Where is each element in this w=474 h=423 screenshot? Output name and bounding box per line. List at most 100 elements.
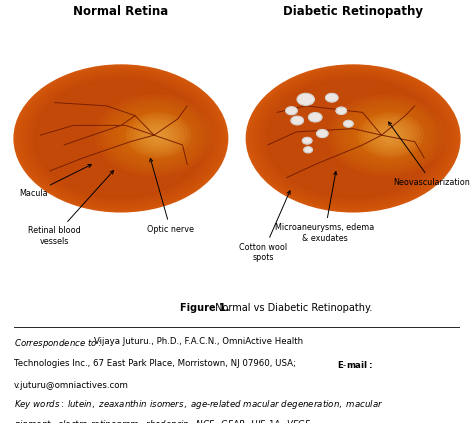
Circle shape	[260, 74, 447, 203]
Circle shape	[146, 129, 162, 141]
Circle shape	[104, 101, 204, 170]
Circle shape	[95, 95, 213, 176]
Circle shape	[347, 108, 425, 162]
Text: Macula: Macula	[19, 165, 91, 198]
Text: Neovascularization: Neovascularization	[389, 122, 470, 187]
Circle shape	[154, 132, 164, 139]
Circle shape	[304, 147, 312, 153]
Text: v.juturu@omniactives.com: v.juturu@omniactives.com	[14, 381, 129, 390]
Circle shape	[127, 113, 191, 157]
Circle shape	[302, 137, 312, 144]
Circle shape	[36, 80, 206, 197]
Circle shape	[330, 97, 442, 173]
Circle shape	[369, 120, 413, 150]
Circle shape	[246, 65, 460, 212]
Circle shape	[137, 124, 171, 146]
Circle shape	[309, 113, 322, 122]
Circle shape	[135, 122, 173, 148]
Text: Microaneurysms, edema
& exudates: Microaneurysms, edema & exudates	[275, 172, 374, 242]
Text: $\mathit{lutein,\ zeaxanthin\ isomers,\ age\text{-}related\ macular\ degeneratio: $\mathit{lutein,\ zeaxanthin\ isomers,\ …	[66, 398, 383, 411]
Circle shape	[326, 93, 338, 102]
Text: Figure 1.: Figure 1.	[180, 303, 229, 313]
Circle shape	[333, 99, 439, 172]
Circle shape	[147, 127, 171, 143]
Circle shape	[143, 125, 174, 146]
Circle shape	[382, 129, 400, 141]
Circle shape	[375, 125, 406, 146]
Circle shape	[370, 124, 403, 146]
Circle shape	[262, 76, 444, 201]
Text: Cotton wool
spots: Cotton wool spots	[239, 191, 290, 262]
Circle shape	[286, 107, 297, 115]
Circle shape	[356, 114, 417, 156]
Circle shape	[112, 107, 196, 164]
Circle shape	[101, 99, 207, 172]
Circle shape	[129, 118, 179, 152]
Circle shape	[336, 101, 437, 170]
Text: Optic nerve: Optic nerve	[147, 159, 194, 234]
Circle shape	[381, 132, 392, 139]
Circle shape	[118, 110, 190, 160]
Circle shape	[27, 74, 214, 203]
Circle shape	[353, 112, 419, 158]
Circle shape	[361, 118, 411, 152]
Circle shape	[344, 121, 353, 127]
Circle shape	[14, 65, 228, 212]
Circle shape	[378, 129, 394, 141]
Circle shape	[140, 122, 178, 148]
Text: $\mathbf{E\text{-}mail:}$: $\mathbf{E\text{-}mail:}$	[337, 359, 374, 370]
Circle shape	[126, 116, 182, 154]
Circle shape	[339, 102, 434, 168]
Text: $\mathbf{\mathit{Key\ words:}}$: $\mathbf{\mathit{Key\ words:}}$	[14, 398, 64, 411]
Text: Vijaya Juturu., Ph.D., F.A.C.N., OmniActive Health: Vijaya Juturu., Ph.D., F.A.C.N., OmniAct…	[94, 337, 303, 346]
Circle shape	[25, 72, 217, 205]
Circle shape	[328, 95, 445, 176]
Circle shape	[389, 134, 393, 137]
Circle shape	[291, 116, 303, 125]
Circle shape	[345, 107, 428, 164]
Circle shape	[365, 118, 416, 153]
Circle shape	[265, 78, 441, 199]
Circle shape	[98, 97, 210, 173]
Circle shape	[248, 66, 457, 210]
Circle shape	[30, 76, 212, 201]
Circle shape	[336, 107, 346, 114]
Circle shape	[358, 116, 414, 154]
Circle shape	[297, 93, 314, 105]
Circle shape	[19, 69, 223, 209]
Circle shape	[268, 80, 438, 197]
Circle shape	[350, 110, 422, 160]
Circle shape	[132, 120, 176, 151]
Circle shape	[115, 108, 193, 162]
Circle shape	[156, 134, 161, 137]
Text: Normal Retina: Normal Retina	[73, 5, 168, 18]
Circle shape	[137, 120, 181, 150]
Circle shape	[373, 126, 400, 145]
Circle shape	[317, 129, 328, 137]
Circle shape	[121, 112, 187, 158]
Circle shape	[362, 115, 419, 155]
Circle shape	[150, 129, 168, 141]
Circle shape	[359, 113, 423, 157]
Text: $\mathbf{\mathit{Correspondence\ to:}}$: $\mathbf{\mathit{Correspondence\ to:}}$	[14, 337, 102, 350]
Text: Normal vs Diabetic Retinopathy.: Normal vs Diabetic Retinopathy.	[212, 303, 373, 313]
Text: Diabetic Retinopathy: Diabetic Retinopathy	[283, 5, 423, 18]
Circle shape	[364, 120, 409, 151]
Circle shape	[22, 70, 220, 206]
Circle shape	[379, 127, 403, 143]
Circle shape	[254, 70, 452, 206]
Text: $\mathit{pigment,\ electro\text{-}retinogram,\ rhodopsin,\ NGF,\ GFAP,\ HIF\text: $\mathit{pigment,\ electro\text{-}retino…	[14, 418, 312, 423]
Circle shape	[257, 72, 449, 205]
Circle shape	[372, 122, 410, 148]
Text: Technologies Inc., 67 East Park Place, Morristown, NJ 07960, USA;: Technologies Inc., 67 East Park Place, M…	[14, 359, 296, 368]
Circle shape	[134, 118, 184, 153]
Circle shape	[33, 78, 209, 199]
Text: Retinal blood
vessels: Retinal blood vessels	[28, 170, 114, 246]
Circle shape	[17, 66, 226, 210]
Circle shape	[143, 128, 165, 143]
Circle shape	[375, 128, 397, 143]
Circle shape	[130, 115, 188, 155]
Circle shape	[109, 104, 199, 166]
Circle shape	[123, 114, 185, 156]
Circle shape	[149, 132, 159, 139]
